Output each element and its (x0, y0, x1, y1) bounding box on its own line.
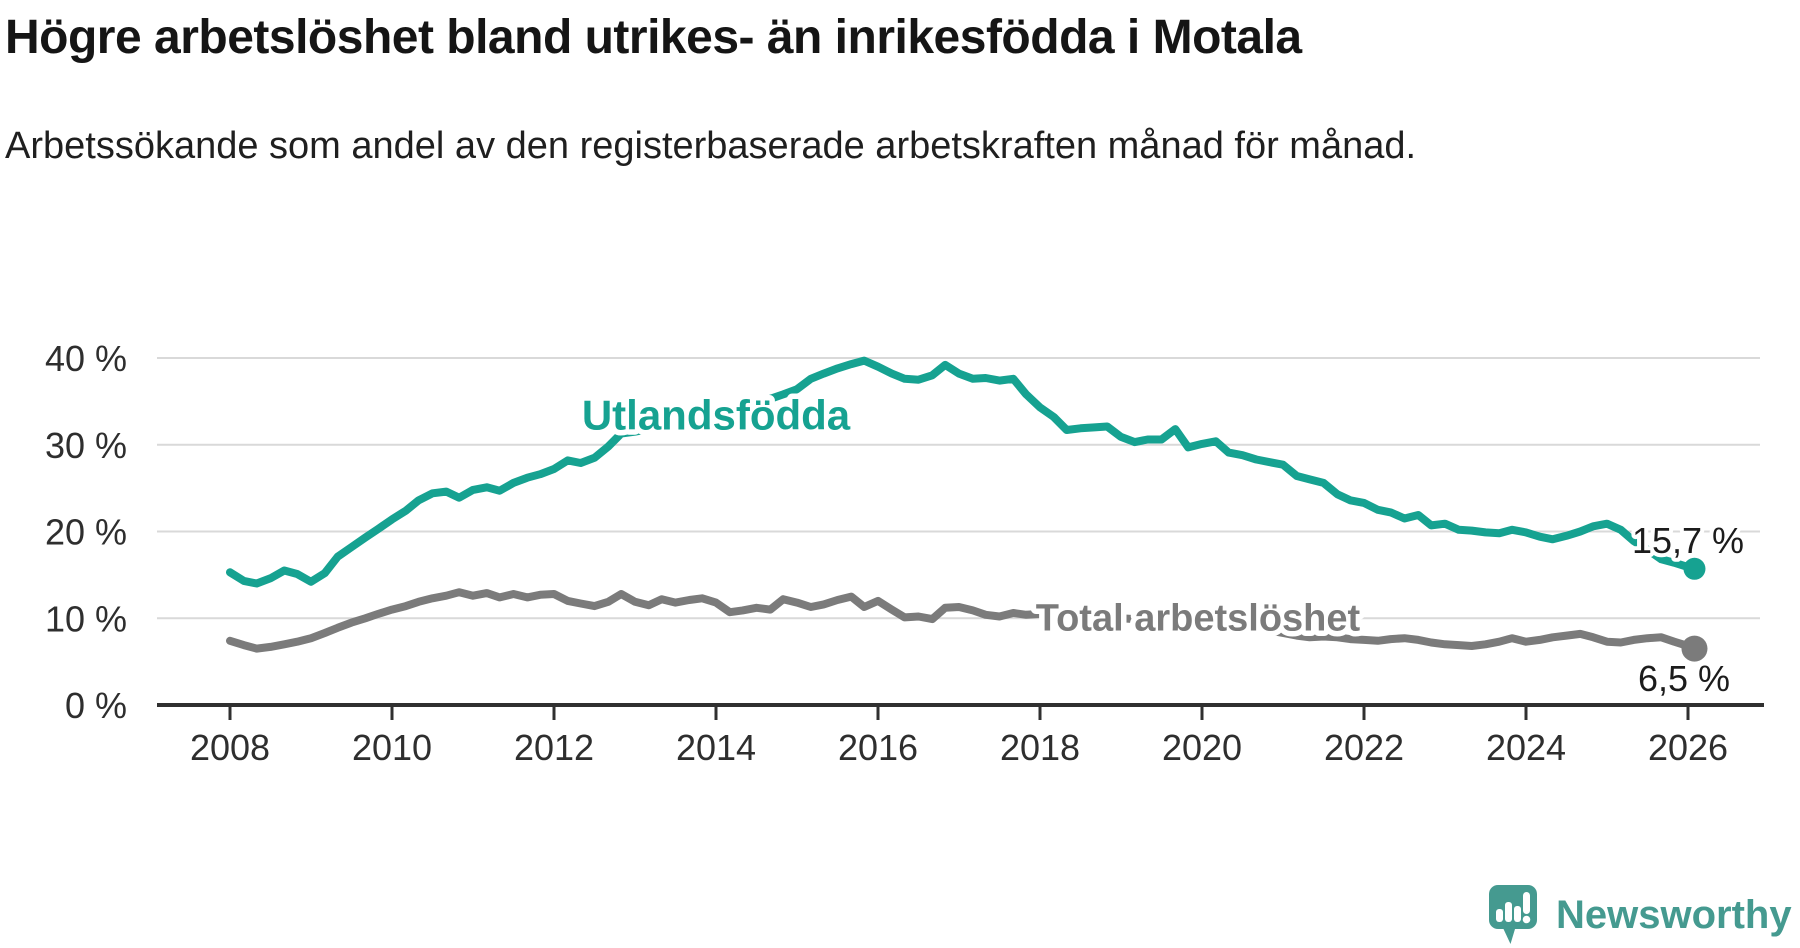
series-end-dot-utlandsf-dda (1683, 557, 1706, 580)
y-tick-label-10: 10 % (45, 598, 127, 639)
x-tick-label-2012: 2012 (514, 727, 594, 768)
x-tick-label-2010: 2010 (352, 727, 432, 768)
series-label-utlandsfodda: Utlandsfödda (582, 391, 851, 438)
y-tick-label-30: 30 % (45, 425, 127, 466)
series-label-total-arbetsloshet: Total arbetslöshet (1036, 597, 1361, 639)
page-title: Högre arbetslöshet bland utrikes- än inr… (5, 11, 1302, 64)
x-tick-label-2016: 2016 (838, 727, 918, 768)
newsworthy-logo-text: Newsworthy (1556, 893, 1792, 937)
end-value-label-utlandsfodda: 15,7 % (1632, 520, 1744, 561)
x-tick-label-2026: 2026 (1648, 727, 1728, 768)
y-tick-label-20: 20 % (45, 512, 127, 553)
x-tick-label-2008: 2008 (190, 727, 270, 768)
newsworthy-logo: Newsworthy (1488, 884, 1792, 946)
x-tick-label-2014: 2014 (676, 727, 756, 768)
y-tick-label-0: 0 % (65, 685, 127, 726)
chart-subtitle: Arbetssökande som andel av den registerb… (5, 125, 1417, 167)
x-tick-label-2022: 2022 (1324, 727, 1404, 768)
series-line-utlandsf-dda (226, 356, 1699, 588)
x-tick-label-2018: 2018 (1000, 727, 1080, 768)
series-line-total-arbetsl-shet (226, 588, 1699, 653)
end-value-label-total: 6,5 % (1638, 658, 1730, 699)
series-end-dot-total-arbetsl-shet (1681, 635, 1708, 662)
newsworthy-speech-bubble-bar-chart-icon (1489, 885, 1537, 944)
x-tick-label-2024: 2024 (1486, 727, 1566, 768)
y-tick-label-40: 40 % (45, 338, 127, 379)
x-tick-label-2020: 2020 (1162, 727, 1242, 768)
